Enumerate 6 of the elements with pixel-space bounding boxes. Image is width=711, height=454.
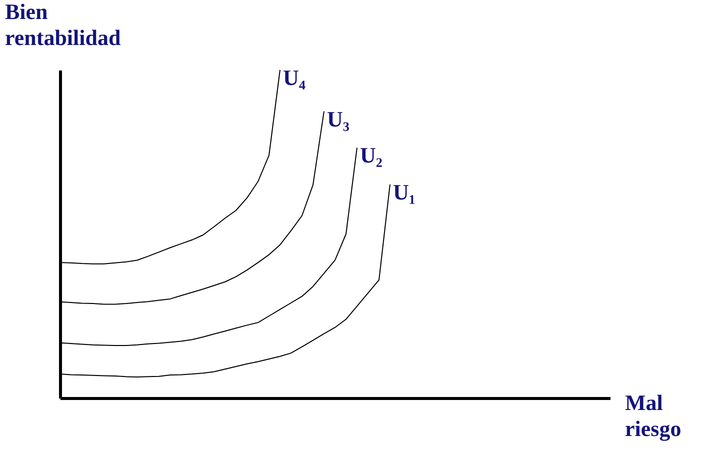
series-label: U₁ — [393, 179, 416, 204]
series-label: U₂ — [360, 142, 383, 168]
x-axis-title: Mal riesgo — [625, 390, 682, 441]
series-label: U₃ — [327, 106, 350, 132]
y-axis-title: Bien rentabilidad — [5, 0, 121, 50]
series-label: U₄ — [283, 65, 306, 90]
